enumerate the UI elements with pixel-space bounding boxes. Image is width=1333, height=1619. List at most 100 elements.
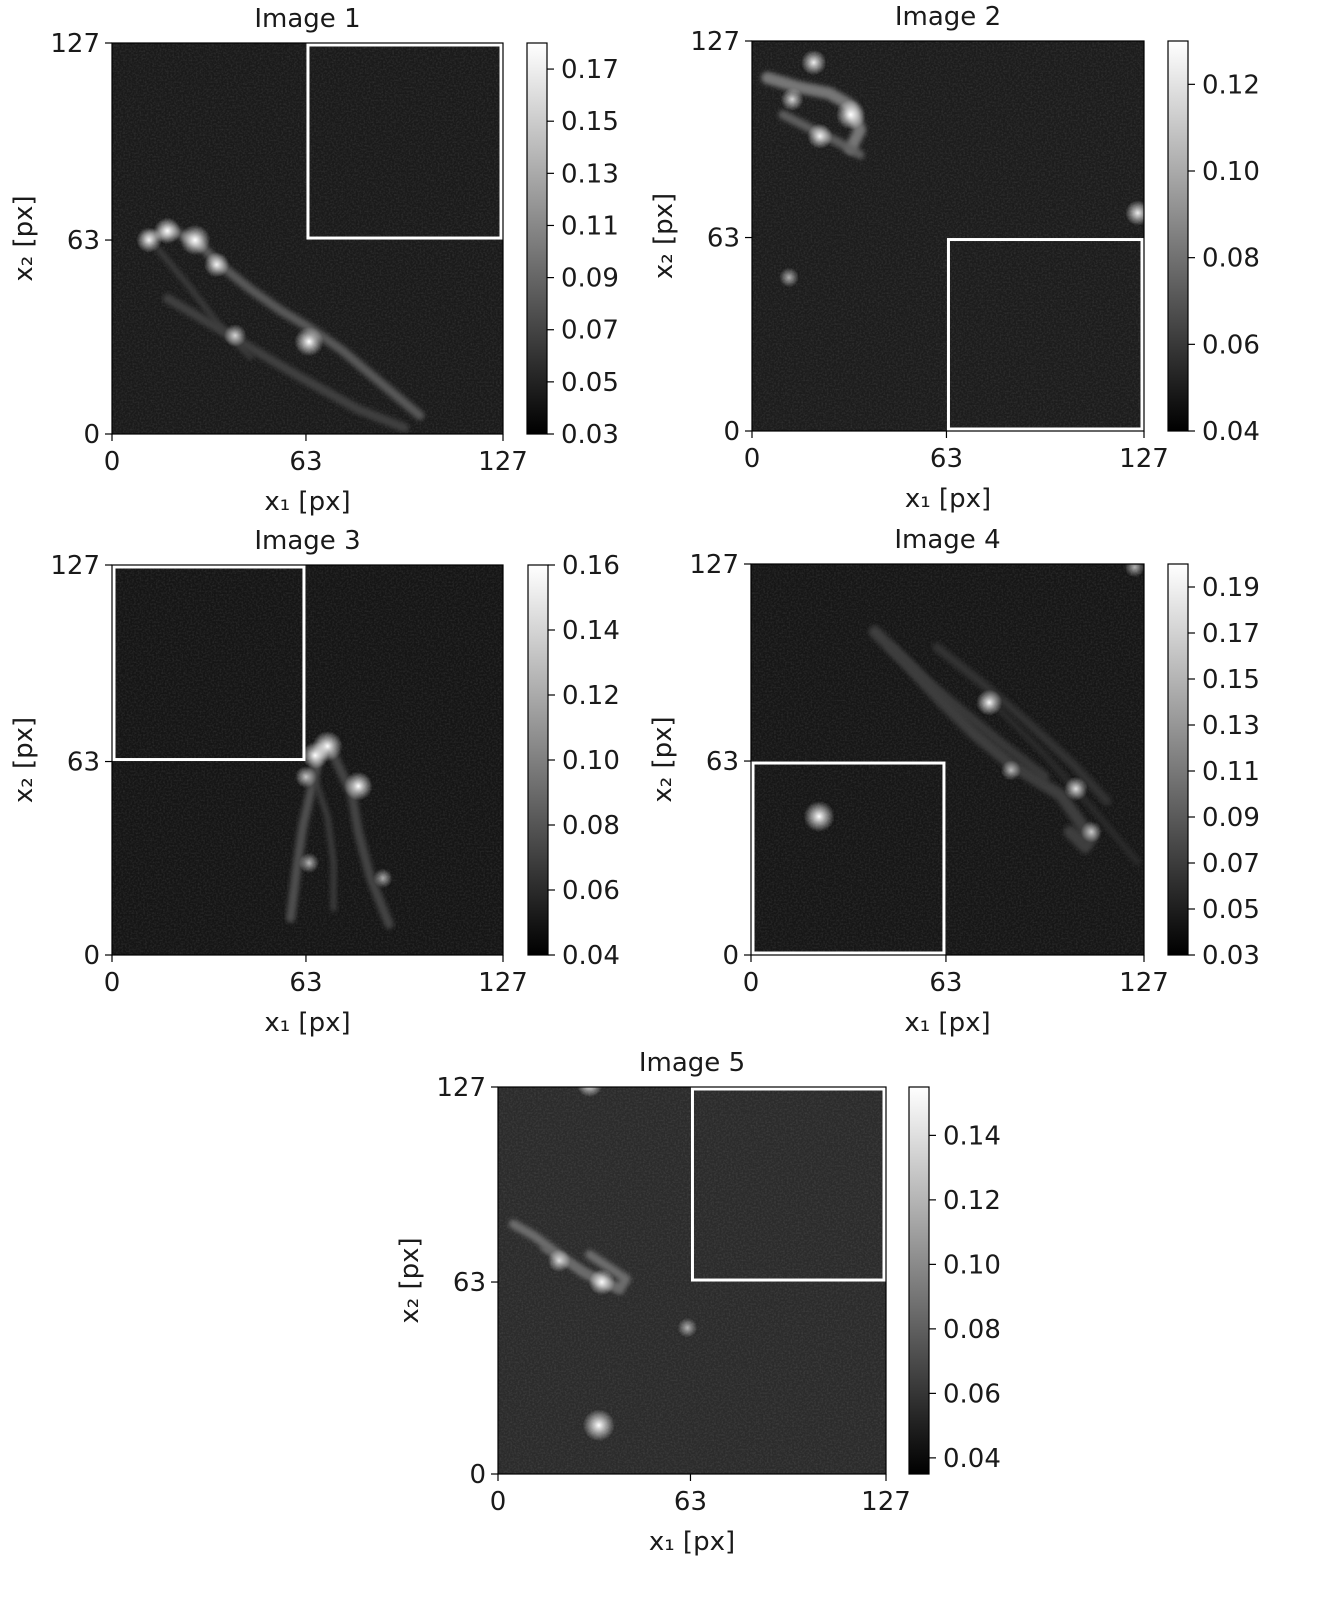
- colorbar-tick-label: 0.09: [1202, 803, 1260, 833]
- colorbar-tick-label: 0.05: [1202, 895, 1260, 925]
- colorbar-tick-label: 0.11: [1202, 757, 1260, 787]
- y-tick-label: 0: [83, 420, 100, 450]
- colorbar-tick-label: 0.13: [1202, 711, 1260, 741]
- bright-spot: [677, 1317, 698, 1338]
- x-tick-label: 63: [674, 1487, 707, 1517]
- colorbar-tick-label: 0.15: [1202, 665, 1260, 695]
- image-area: [752, 41, 1144, 431]
- chart-title: Image 1: [254, 4, 360, 34]
- colorbar-tick-label: 0.05: [561, 368, 619, 398]
- colorbar-tick-label: 0.04: [562, 941, 620, 971]
- bright-spot: [1125, 200, 1144, 226]
- bright-spot: [298, 852, 320, 874]
- highlight-box: [751, 761, 946, 955]
- x-tick-label: 0: [490, 1487, 507, 1517]
- y-axis-label: x₂ [px]: [648, 716, 678, 802]
- x-tick-label: 127: [478, 968, 528, 998]
- bright-spot: [835, 99, 866, 130]
- x-tick-label: 63: [930, 444, 963, 474]
- bright-spot: [294, 765, 317, 788]
- colorbar-tick-label: 0.10: [562, 746, 620, 776]
- colorbar: 0.04 0.06 0.08 0.10 0.12 0.14 0.16: [527, 551, 620, 971]
- colorbar-tick-label: 0.15: [561, 107, 619, 137]
- x-tick-label: 63: [929, 968, 962, 998]
- x-tick-label: 127: [861, 1487, 911, 1517]
- y-tick-label: 63: [707, 224, 740, 254]
- y-tick-label: 0: [723, 417, 740, 447]
- colorbar-tick-label: 0.03: [1202, 941, 1260, 971]
- y-axis-label: x₂ [px]: [9, 195, 39, 281]
- colorbar: 0.04 0.06 0.08 0.10 0.12: [1167, 40, 1260, 447]
- x-tick-label: 127: [478, 447, 528, 477]
- bright-spot: [588, 1268, 615, 1296]
- bright-spot: [1080, 821, 1103, 843]
- x-tick-label: 0: [744, 444, 761, 474]
- filament-mark: [932, 642, 1112, 806]
- colorbar-tick-label: 0.07: [561, 316, 619, 346]
- x-axis-label: x₁ [px]: [904, 1008, 990, 1038]
- y-tick-label: 127: [50, 29, 100, 59]
- colorbar-tick-label: 0.16: [562, 551, 620, 581]
- colorbar-tick-label: 0.12: [943, 1186, 1001, 1216]
- bright-spot: [1124, 564, 1144, 578]
- y-tick-label: 0: [83, 941, 100, 971]
- y-axis-label: x₂ [px]: [9, 717, 39, 803]
- colorbar-tick-label: 0.17: [561, 55, 619, 85]
- colorbar-gradient: [1167, 563, 1189, 956]
- y-tick-label: 127: [690, 27, 740, 57]
- filament-mark: [309, 767, 337, 912]
- bright-spot: [547, 1249, 571, 1273]
- bright-spot: [582, 1409, 615, 1442]
- plot-frame: [111, 564, 504, 956]
- image-area: [112, 565, 503, 955]
- colorbar-tick-label: 0.08: [943, 1315, 1001, 1345]
- colorbar: 0.04 0.06 0.08 0.10 0.12 0.14: [908, 1086, 1001, 1475]
- colorbar-gradient: [526, 42, 548, 435]
- colorbar-gradient: [908, 1086, 930, 1475]
- colorbar-gradient: [527, 564, 549, 956]
- colorbar-tick-label: 0.07: [1202, 849, 1260, 879]
- highlight-box: [690, 1087, 886, 1282]
- y-tick-label: 0: [722, 941, 739, 971]
- bright-spot: [223, 324, 247, 347]
- colorbar-tick-label: 0.09: [561, 264, 619, 294]
- colorbar-tick-label: 0.12: [562, 681, 620, 711]
- colorbar-tick-label: 0.11: [561, 211, 619, 241]
- bright-spot: [576, 1087, 603, 1098]
- bright-spot: [1000, 760, 1022, 781]
- y-tick-label: 127: [689, 550, 739, 580]
- filament-mark: [885, 642, 1050, 781]
- filament-mark: [162, 294, 409, 433]
- colorbar: 0.03 0.05 0.07 0.09 0.11 0.13 0.15 0.17 0.19: [1167, 563, 1260, 971]
- y-tick-label: 63: [706, 747, 739, 777]
- colorbar-tick-label: 0.13: [561, 159, 619, 189]
- colorbar-tick-label: 0.04: [943, 1444, 1001, 1474]
- x-tick-label: 0: [104, 447, 121, 477]
- chart-title: Image 4: [894, 525, 1000, 555]
- colorbar-tick-label: 0.08: [562, 811, 620, 841]
- panel-image-1: Image 1 0 63 127 0 63 127 x₁ [px] x₂ [px] 0.03 0.0…: [9, 4, 619, 517]
- colorbar-tick-label: 0.14: [943, 1121, 1001, 1151]
- bright-spot: [801, 49, 827, 76]
- x-tick-label: 127: [1119, 444, 1169, 474]
- y-tick-label: 63: [67, 226, 100, 256]
- colorbar-tick-label: 0.06: [943, 1379, 1001, 1409]
- highlight-box: [112, 565, 306, 762]
- bright-spot: [373, 868, 393, 888]
- colorbar-tick-label: 0.12: [1202, 70, 1260, 100]
- x-axis-label: x₁ [px]: [264, 487, 350, 517]
- plot-frame: [111, 42, 504, 435]
- highlight-box: [946, 238, 1144, 431]
- x-tick-label: 63: [289, 968, 322, 998]
- plot-frame: [497, 1086, 887, 1475]
- colorbar-tick-label: 0.03: [561, 420, 619, 450]
- bright-spot: [976, 689, 1003, 716]
- x-tick-label: 63: [289, 447, 322, 477]
- x-tick-label: 0: [104, 968, 121, 998]
- x-tick-label: 127: [1119, 968, 1169, 998]
- chart-title: Image 2: [895, 2, 1001, 32]
- y-tick-label: 63: [453, 1268, 486, 1298]
- colorbar-tick-label: 0.04: [1202, 417, 1260, 447]
- y-tick-label: 127: [436, 1073, 486, 1103]
